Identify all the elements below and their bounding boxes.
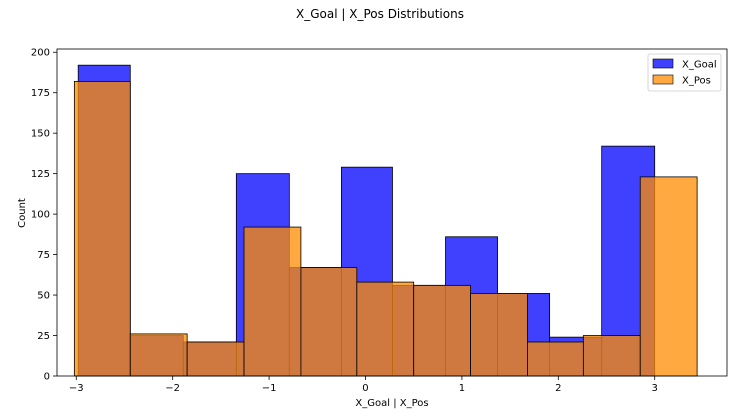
y-tick-label: 75 (37, 250, 50, 261)
bar-x-pos-1 (129, 333, 188, 377)
legend-swatch-x-goal (652, 58, 674, 69)
y-tick-label: 50 (37, 291, 50, 302)
x-tick-label: 0 (362, 383, 368, 394)
bar-x-pos-7 (470, 293, 528, 377)
x-tick-label: 2 (555, 383, 561, 394)
y-tick-label: 0 (44, 372, 50, 383)
legend-label-x-goal: X_Goal (682, 60, 717, 71)
bar-x-pos-6 (413, 284, 471, 377)
x-axis-label: X_Goal | X_Pos (355, 398, 428, 409)
x-axis-ticks: −3 −2 −1 0 1 2 3 (69, 376, 658, 394)
y-tick-label: 100 (31, 210, 50, 221)
y-tick-label: 175 (31, 88, 50, 99)
x-tick-label: −3 (69, 383, 84, 394)
y-tick-label: 25 (37, 331, 50, 342)
x-tick-label: −2 (165, 383, 180, 394)
bar-x-pos-4 (300, 267, 358, 377)
x-tick-label: −1 (262, 383, 277, 394)
y-tick-label: 200 (31, 48, 50, 59)
bars-group (73, 64, 698, 377)
bar-x-pos-8 (527, 341, 584, 377)
legend-label-x-pos: X_Pos (682, 76, 711, 87)
bar-x-pos-9 (582, 335, 641, 377)
y-tick-label: 150 (31, 129, 50, 140)
x-tick-label: 3 (652, 383, 658, 394)
bar-x-pos-10 (639, 176, 698, 377)
bar-x-pos-2 (186, 341, 245, 377)
bar-x-pos-0 (73, 80, 131, 377)
y-axis-ticks: 0 25 50 75 100 125 150 175 200 (31, 48, 57, 383)
y-tick-label: 125 (31, 169, 50, 180)
chart-title: X_Goal | X_Pos Distributions (296, 7, 464, 21)
legend: X_Goal X_Pos (647, 53, 722, 92)
bar-x-pos-3 (243, 226, 302, 377)
x-tick-label: 1 (459, 383, 465, 394)
y-axis-label: Count (17, 198, 28, 228)
legend-swatch-x-pos (652, 74, 674, 85)
bar-x-pos-5 (356, 281, 415, 377)
plot-frame (56, 48, 728, 377)
